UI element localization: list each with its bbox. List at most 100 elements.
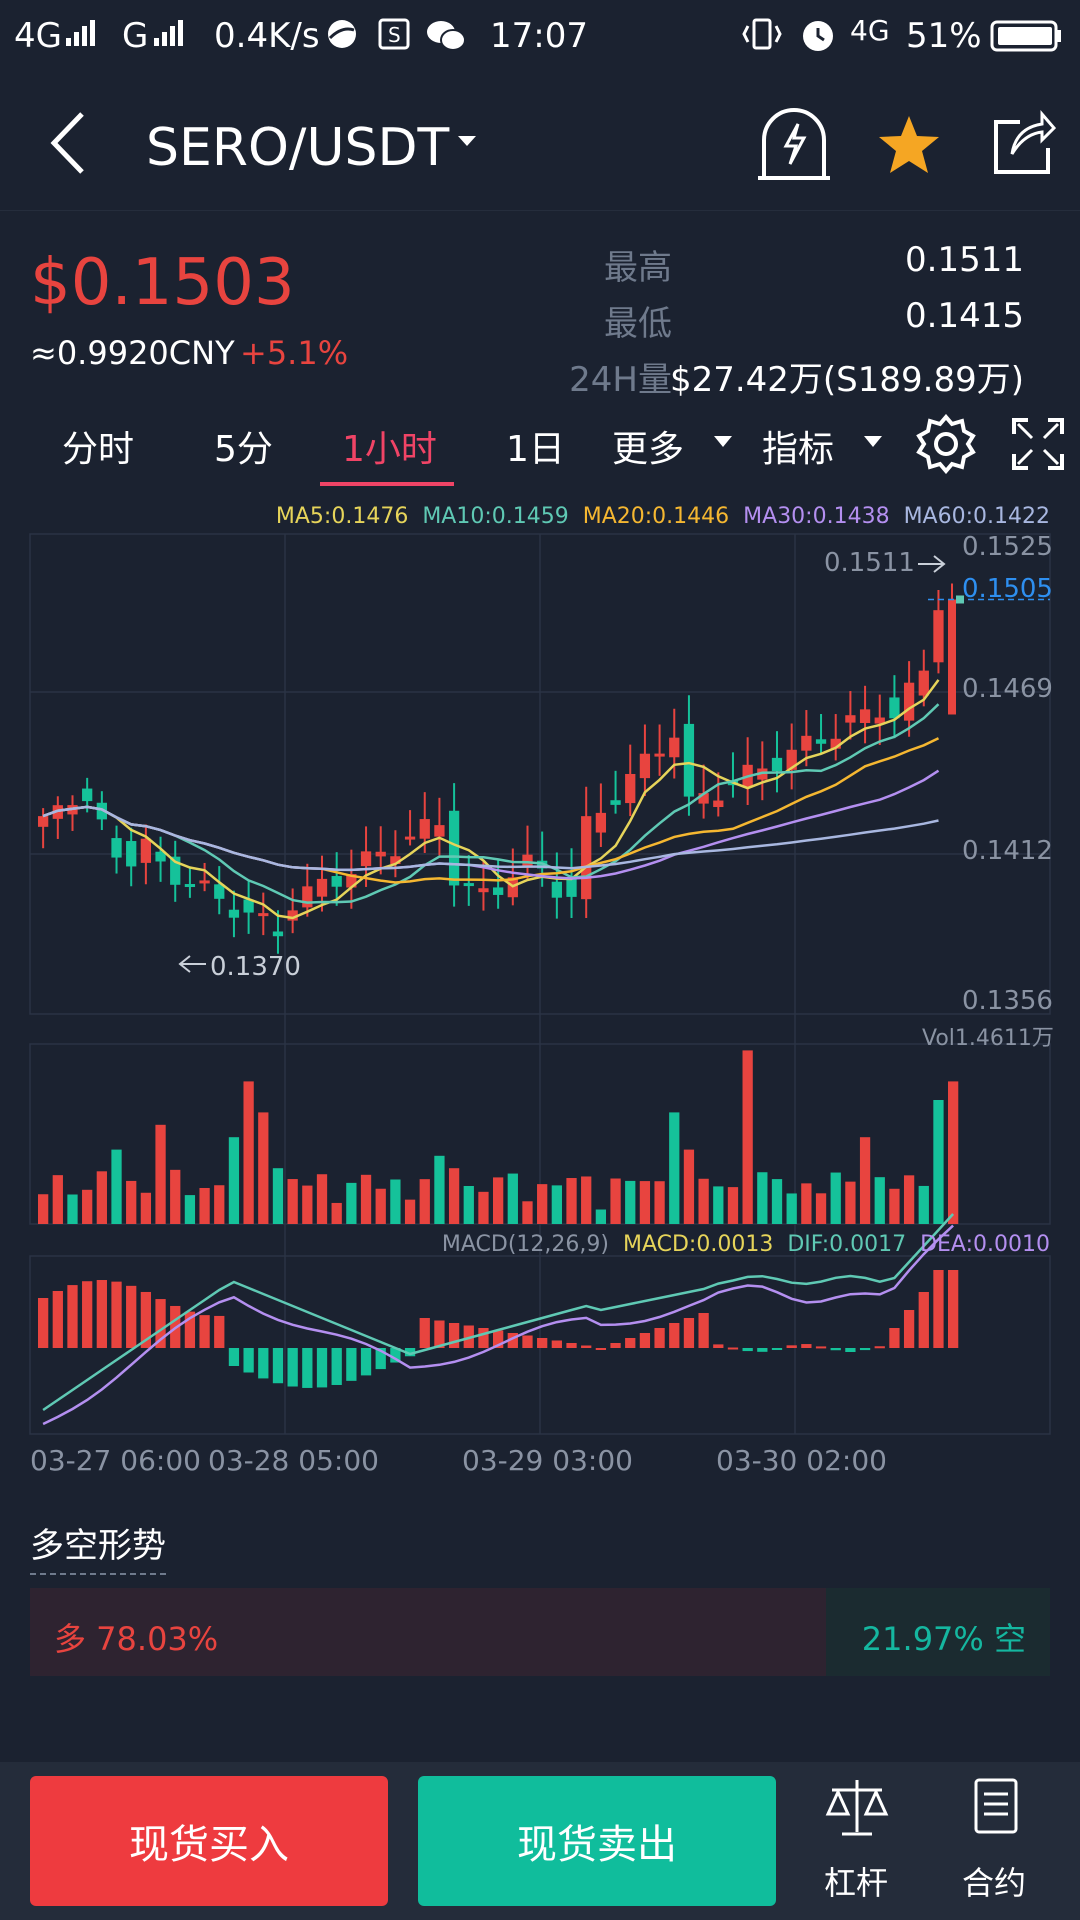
macd-bar <box>52 1290 63 1348</box>
candle-body <box>654 753 665 757</box>
last-price: $0.1503 <box>30 246 295 320</box>
macd-legend: MACD(12,26,9) MACD:0.0013 DIF:0.0017 DEA… <box>442 1232 1050 1257</box>
volume-bar <box>184 1195 196 1224</box>
clock: 17:07 <box>490 16 588 56</box>
candle-body <box>82 788 93 802</box>
price-cny: ≈0.9920CNY <box>30 334 235 372</box>
macd-bar <box>82 1281 93 1348</box>
net-speed: 0.4K/s <box>214 16 320 56</box>
tab-indicators[interactable]: 指标 <box>762 429 835 470</box>
macd-bar <box>669 1323 680 1348</box>
margin-nav[interactable]: 杠杆 <box>810 1776 906 1916</box>
volume-bar <box>771 1179 783 1224</box>
price-change: +5.1% <box>240 334 349 372</box>
spot-buy-button[interactable]: 现货买入 <box>30 1776 388 1906</box>
macd-bar <box>654 1328 665 1348</box>
date-label-4: 03-30 02:00 <box>716 1444 887 1477</box>
volume-bar <box>845 1181 856 1224</box>
signal-icon <box>66 20 95 46</box>
volume-bar <box>801 1183 812 1224</box>
volume-bar <box>551 1185 562 1224</box>
share-icon[interactable] <box>990 108 1056 178</box>
candle-body <box>639 753 651 779</box>
tab-1hour[interactable]: 1小时 <box>342 429 437 470</box>
axis-label-top: 0.1525 <box>962 532 1053 562</box>
volume-bar <box>948 1081 959 1224</box>
alarm-icon <box>803 21 833 51</box>
indicators-chevron-icon[interactable] <box>862 434 884 450</box>
wechat-icon <box>427 21 466 51</box>
star-icon[interactable] <box>876 114 942 176</box>
macd-bar <box>199 1315 210 1348</box>
tab-timeline[interactable]: 分时 <box>62 429 135 470</box>
tab-more[interactable]: 更多 <box>612 429 685 470</box>
volume-bar <box>566 1178 577 1224</box>
high-value: 0.1511 <box>905 240 1024 280</box>
volume-bar <box>463 1185 474 1224</box>
candle-body <box>581 816 592 900</box>
volume-bar <box>698 1178 709 1224</box>
volume-bar <box>346 1182 357 1224</box>
macd-bar <box>111 1281 122 1348</box>
macd-bar <box>258 1348 269 1379</box>
volume-bar <box>82 1189 93 1224</box>
candle-body <box>360 851 372 867</box>
macd-bar <box>771 1348 783 1350</box>
candle-body <box>228 909 240 918</box>
tab-5min[interactable]: 5分 <box>214 429 273 470</box>
volume-bar <box>507 1173 518 1224</box>
macd-bar <box>346 1348 357 1381</box>
low-value: 0.1415 <box>905 296 1024 336</box>
candle-body <box>111 838 122 858</box>
macd-bar <box>155 1299 166 1348</box>
candle-body <box>331 876 342 887</box>
volume-bar <box>140 1192 152 1224</box>
high-marker-label: 0.1511 <box>824 548 915 578</box>
alert-bell-icon[interactable] <box>756 104 832 184</box>
fullscreen-icon[interactable] <box>1010 416 1066 472</box>
current-price-dot <box>956 595 964 604</box>
tab-1day[interactable]: 1日 <box>506 429 565 470</box>
candle-body <box>903 682 915 721</box>
ma20-label: MA20:0.1446 <box>582 504 730 529</box>
volume-bar <box>610 1178 621 1224</box>
volume-bar <box>903 1175 915 1224</box>
back-arrow-icon[interactable] <box>44 108 94 178</box>
macd-bar <box>390 1348 401 1363</box>
macd-bar <box>859 1348 871 1351</box>
volume-bar <box>390 1179 401 1224</box>
volume-bar <box>537 1184 548 1224</box>
macd-bar <box>918 1292 929 1348</box>
volume-bar <box>918 1185 929 1224</box>
sentiment-bar: 多 78.03% 21.97% 空 <box>30 1588 1050 1676</box>
ma60-line <box>42 805 939 872</box>
macd-bar <box>272 1348 284 1384</box>
candle-body <box>214 884 225 899</box>
kline-chart[interactable] <box>0 520 1080 1450</box>
spot-sell-button[interactable]: 现货卖出 <box>418 1776 776 1906</box>
pair-title: SERO/USDT <box>146 118 450 178</box>
bear-segment <box>825 1588 1050 1676</box>
candle-body <box>786 749 797 770</box>
low-label: 最低 <box>604 304 672 344</box>
pair-selector[interactable]: SERO/USDT <box>146 118 449 178</box>
macd-bar <box>522 1335 533 1348</box>
volume-bar <box>52 1175 63 1224</box>
chevron-down-icon[interactable] <box>456 132 478 150</box>
macd-bar <box>434 1320 445 1348</box>
volume-bar <box>713 1186 724 1224</box>
macd-bar <box>214 1315 225 1348</box>
volume-bar <box>331 1202 342 1224</box>
gear-icon[interactable] <box>916 414 976 474</box>
more-chevron-icon[interactable] <box>712 434 734 450</box>
candle-body <box>859 709 871 723</box>
app-notification-icon <box>328 20 356 48</box>
volume-bar <box>375 1188 386 1224</box>
volume-bar <box>170 1169 181 1224</box>
sentiment-title[interactable]: 多空形势 <box>30 1518 166 1575</box>
volume-bar <box>96 1171 107 1224</box>
volume-bar <box>67 1194 78 1224</box>
volume-bar <box>360 1174 372 1224</box>
contract-nav[interactable]: 合约 <box>950 1776 1046 1916</box>
volume-bar <box>434 1155 445 1224</box>
